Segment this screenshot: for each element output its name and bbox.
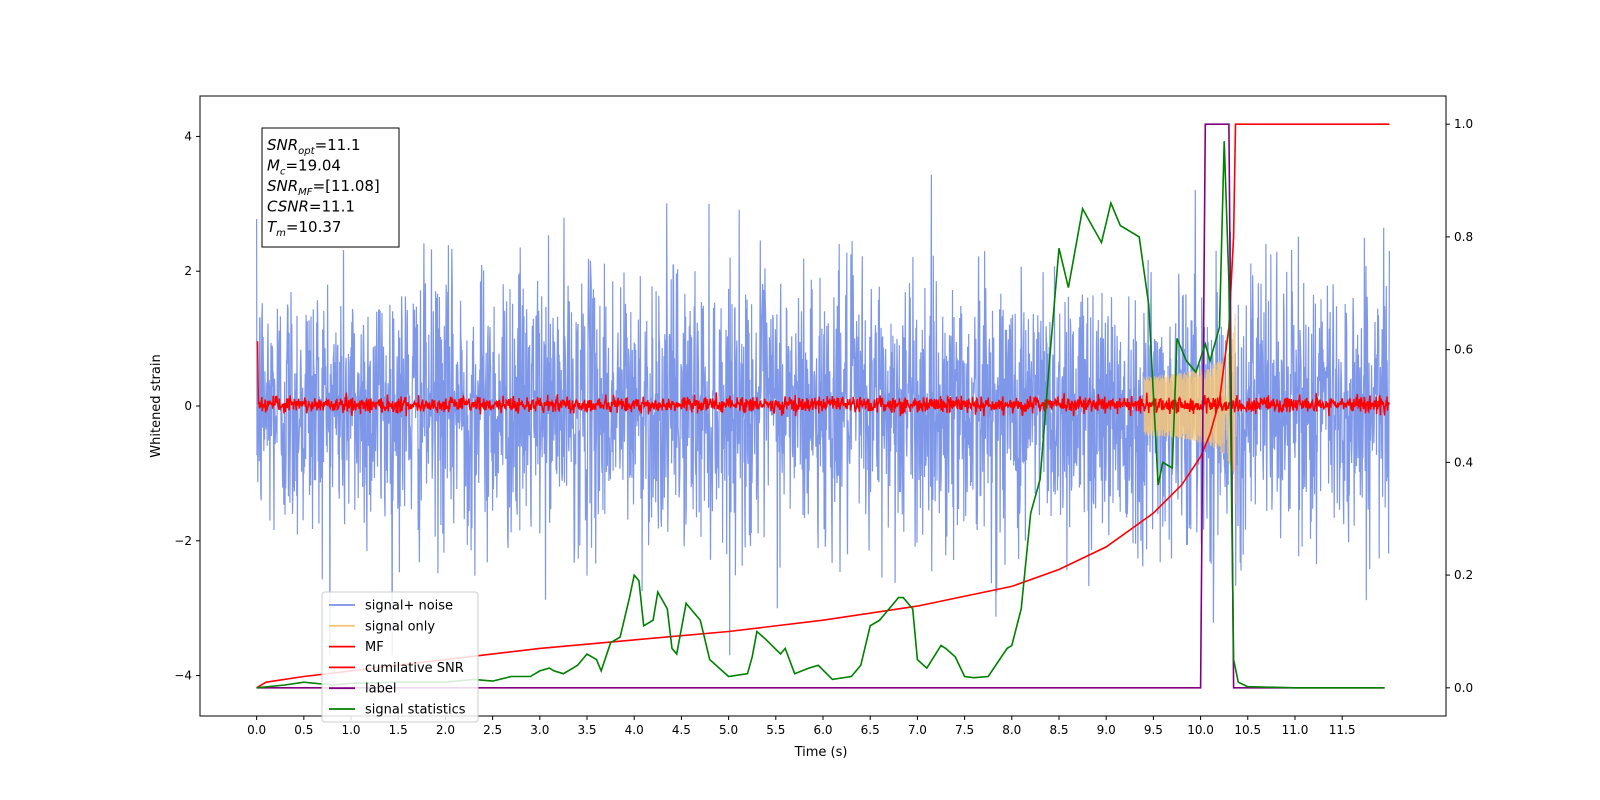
legend: signal+ noise signal only MF cumilative SNR… — [321, 591, 479, 723]
x-tick-label: 3.0 — [530, 723, 549, 737]
y2-tick-label: 0.6 — [1454, 343, 1473, 357]
x-axis-label: Time (s) — [794, 745, 848, 760]
x-tick-label: 9.5 — [1144, 723, 1163, 737]
x-tick-label: 0.5 — [294, 723, 313, 737]
x-tick-label: 11.0 — [1282, 723, 1309, 737]
series-mf — [256, 341, 1391, 417]
x-tick-label: 5.5 — [766, 723, 785, 737]
legend-item: signal only — [329, 619, 435, 634]
y-axis-left: 4 2 0 −2 −4 — [174, 129, 200, 683]
x-tick-label: 9.0 — [1097, 723, 1116, 737]
x-tick-label: 6.5 — [861, 723, 880, 737]
x-tick-label: 1.0 — [341, 723, 360, 737]
legend-label: MF — [365, 640, 384, 655]
x-tick-label: 4.5 — [672, 723, 691, 737]
legend-item: signal+ noise — [329, 599, 453, 614]
legend-label: label — [365, 682, 396, 697]
legend-frame — [321, 591, 479, 723]
x-tick-label: 8.5 — [1049, 723, 1068, 737]
x-tick-label: 2.5 — [483, 723, 502, 737]
y-tick-label: −2 — [174, 534, 192, 548]
annotation-line: Mc=19.04 — [267, 157, 341, 178]
y-axis-label: Whitened strain — [149, 354, 164, 457]
annotation-line: CSNR=11.1 — [267, 198, 355, 216]
annotation-line: Tm=10.37 — [267, 218, 341, 239]
legend-item: signal statistics — [329, 703, 466, 718]
y-tick-label: 2 — [184, 264, 192, 278]
x-tick-label: 8.0 — [1002, 723, 1021, 737]
legend-item: cumilative SNR — [329, 661, 464, 676]
y2-tick-label: 1.0 — [1454, 117, 1473, 131]
x-tick-label: 5.0 — [719, 723, 738, 737]
annotation-box: SNRopt=11.1Mc=19.04SNRMF=[11.08]CSNR=11.… — [261, 127, 400, 248]
legend-item: label — [329, 682, 396, 697]
annotation-frame — [261, 127, 400, 248]
y-tick-label: 0 — [184, 399, 192, 413]
y2-tick-label: 0.8 — [1454, 230, 1473, 244]
x-tick-label: 0.0 — [247, 723, 266, 737]
legend-label: cumilative SNR — [365, 661, 464, 676]
x-tick-label: 6.0 — [813, 723, 832, 737]
legend-label: signal statistics — [365, 703, 466, 718]
legend-label: signal+ noise — [365, 599, 453, 614]
x-tick-label: 11.5 — [1329, 723, 1356, 737]
x-tick-label: 2.0 — [436, 723, 455, 737]
series-signal-statistics — [256, 141, 1385, 689]
x-tick-label: 10.0 — [1187, 723, 1214, 737]
x-tick-label: 10.5 — [1234, 723, 1261, 737]
y-tick-label: 4 — [184, 129, 192, 143]
x-axis: 0.0 0.5 1.0 1.5 2.0 2.5 3.0 3.5 4.0 4.5 5.0 5.5 6.0 6… — [247, 716, 1356, 737]
annotation-line: SNRMF=[11.08] — [267, 177, 380, 198]
y2-tick-label: 0.0 — [1454, 681, 1473, 695]
series-label — [256, 123, 1385, 689]
y2-tick-label: 0.2 — [1454, 568, 1473, 582]
y2-tick-label: 0.4 — [1454, 455, 1473, 469]
legend-label: signal only — [365, 619, 435, 634]
annotation-line: SNRopt=11.1 — [267, 136, 361, 157]
x-tick-label: 3.5 — [577, 723, 596, 737]
x-tick-label: 7.0 — [908, 723, 927, 737]
y-axis-right: 1.0 0.8 0.6 0.4 0.2 0.0 — [1446, 117, 1473, 695]
legend-item: MF — [329, 640, 384, 655]
y-tick-label: −4 — [174, 669, 192, 683]
x-tick-label: 7.5 — [955, 723, 974, 737]
x-tick-label: 1.5 — [389, 723, 408, 737]
x-tick-label: 4.0 — [625, 723, 644, 737]
